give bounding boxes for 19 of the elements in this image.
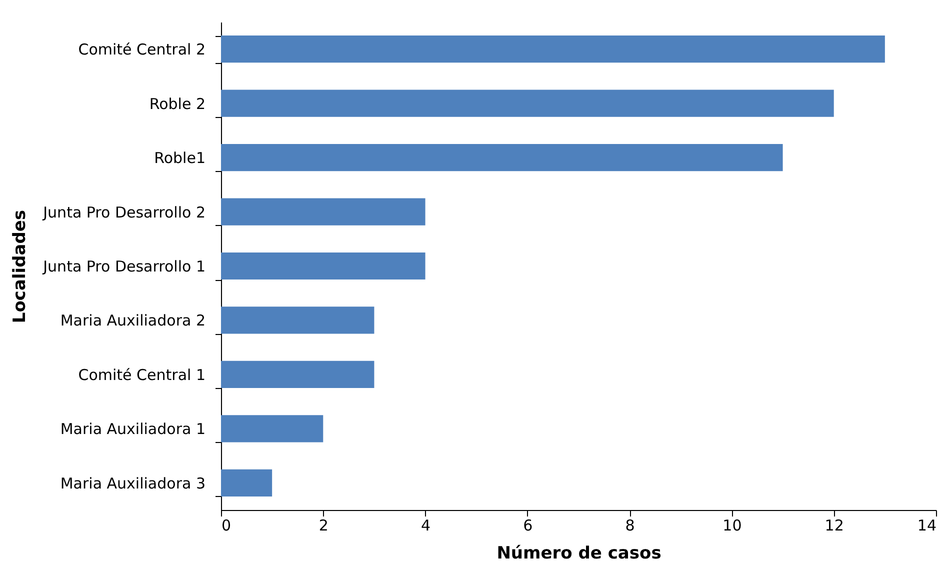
y-axis-title: Localidades [10, 210, 30, 324]
y-tick-label: Junta Pro Desarrollo 1 [42, 258, 206, 276]
y-tick-label: Roble 2 [149, 94, 206, 113]
x-tick-label: 6 [523, 516, 533, 534]
x-tick-label: 10 [722, 516, 742, 534]
x-tick-label: 2 [318, 516, 328, 534]
y-tick-label: Maria Auxiliadora 2 [60, 312, 206, 330]
y-tick-label: Junta Pro Desarrollo 2 [42, 203, 206, 222]
x-tick-label: 8 [625, 516, 635, 534]
x-tick-label: 14 [917, 516, 936, 534]
y-tick-label: Maria Auxiliadora 3 [60, 474, 206, 492]
x-tick-label: 12 [824, 516, 844, 534]
y-tick-label: Roble1 [154, 149, 206, 168]
x-axis-title: Número de casos [496, 544, 662, 564]
y-tick-label: Maria Auxiliadora 1 [60, 420, 206, 438]
y-tick-label: Comité Central 1 [78, 366, 206, 384]
x-tick-label: 4 [421, 516, 431, 534]
x-tick-label: 0 [222, 516, 232, 534]
y-tick-label: Comité Central 2 [78, 40, 206, 59]
